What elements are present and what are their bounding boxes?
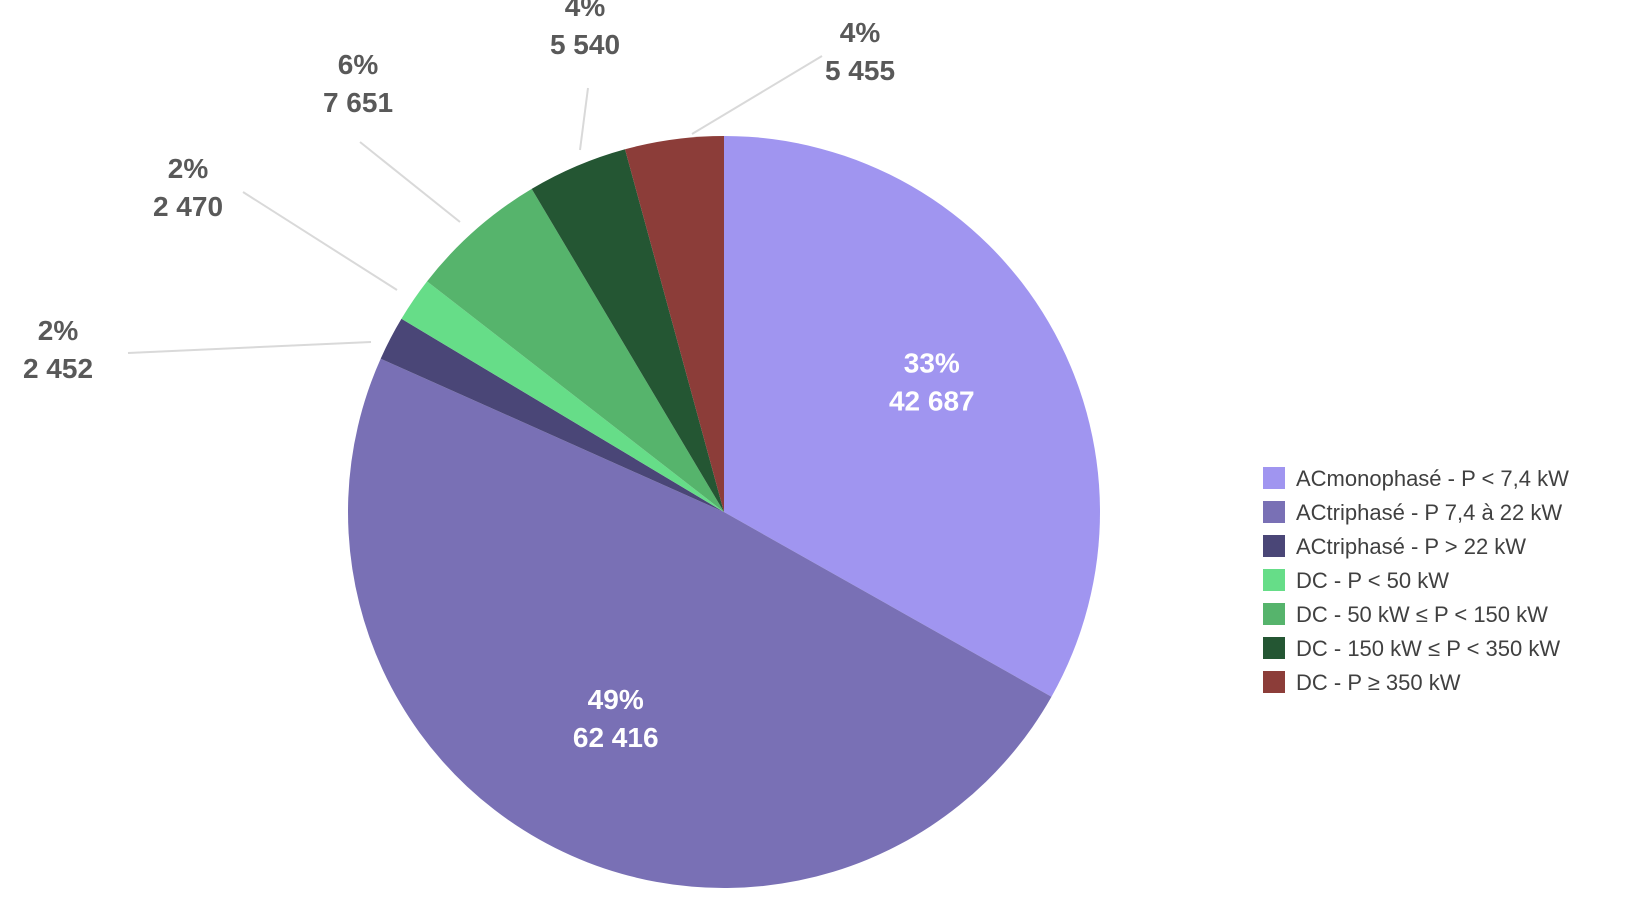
leader-line-dc-150-kw-p-350-kw: [579, 87, 589, 151]
legend-item-acmonophase-p-7-4-kw: ACmonophasé - P < 7,4 kW: [1263, 466, 1569, 491]
legend-swatch: [1263, 671, 1285, 693]
legend-label: DC - P < 50 kW: [1296, 568, 1449, 593]
value-label-actriphase-p-22-kw: 2 452: [23, 353, 93, 384]
legend-item-dc-p-50-kw: DC - P < 50 kW: [1263, 568, 1449, 593]
leader-line-dc-p-350-kw: [691, 55, 823, 135]
value-label-dc-p-50-kw: 2 470: [153, 191, 223, 222]
pie-slice-actriphase-p-7-4-a-22-kw: [348, 358, 1052, 888]
percent-label-acmonophase-p-7-4-kw: 33%: [904, 348, 960, 379]
leader-line-dc-50-kw-p-150-kw: [359, 141, 461, 223]
value-label-actriphase-p-7-4-a-22-kw: 62 416: [573, 722, 659, 753]
legend: ACmonophasé - P < 7,4 kW ACtriphasé - P 7…: [1263, 466, 1569, 695]
legend-item-dc-p-350-kw: DC - P ≥ 350 kW: [1263, 670, 1461, 695]
legend-swatch: [1263, 569, 1285, 591]
legend-item-actriphase-p-7-4-a-22-kw: ACtriphasé - P 7,4 à 22 kW: [1263, 500, 1562, 525]
value-label-acmonophase-p-7-4-kw: 42 687: [889, 386, 975, 417]
pie-slices: [348, 136, 1100, 888]
legend-item-actriphase-p-22-kw: ACtriphasé - P > 22 kW: [1263, 534, 1526, 559]
percent-label-actriphase-p-22-kw: 2%: [38, 315, 79, 346]
percent-label-dc-50-kw-p-150-kw: 6%: [338, 49, 379, 80]
pie-slice-dc-150-kw-p-350-kw: [531, 149, 724, 513]
value-label-dc-50-kw-p-150-kw: 7 651: [323, 87, 393, 118]
legend-swatch: [1263, 501, 1285, 523]
percent-label-dc-p-50-kw: 2%: [168, 153, 209, 184]
percent-label-dc-p-350-kw: 4%: [840, 17, 881, 48]
legend-label: DC - P ≥ 350 kW: [1296, 670, 1461, 695]
pie-slice-dc-p-50-kw: [401, 281, 724, 512]
legend-label: ACtriphasé - P 7,4 à 22 kW: [1296, 500, 1562, 525]
pie-slice-acmonophase-p-7-4-kw: [724, 136, 1100, 697]
legend-swatch: [1263, 535, 1285, 557]
data-labels: 33% 42 687 49% 62 416 2% 2 452 2% 2 470 6% 7 651 4…: [23, 0, 975, 753]
percent-label-dc-150-kw-p-350-kw: 4%: [565, 0, 606, 22]
value-label-dc-150-kw-p-350-kw: 5 540: [550, 29, 620, 60]
legend-item-dc-50-kw-p-150-kw: DC - 50 kW ≤ P < 150 kW: [1263, 602, 1548, 627]
legend-label: ACtriphasé - P > 22 kW: [1296, 534, 1526, 559]
legend-item-dc-150-kw-p-350-kw: DC - 150 kW ≤ P < 350 kW: [1263, 636, 1560, 661]
pie-slice-actriphase-p-22-kw: [380, 318, 724, 512]
legend-label: DC - 150 kW ≤ P < 350 kW: [1296, 636, 1560, 661]
leader-line-actriphase-p-22-kw: [127, 341, 372, 354]
legend-label: ACmonophasé - P < 7,4 kW: [1296, 466, 1569, 491]
legend-swatch: [1263, 603, 1285, 625]
leader-lines: [127, 55, 823, 354]
pie-slice-dc-50-kw-p-150-kw: [427, 188, 724, 512]
legend-label: DC - 50 kW ≤ P < 150 kW: [1296, 602, 1548, 627]
value-label-dc-p-350-kw: 5 455: [825, 55, 895, 86]
legend-swatch: [1263, 467, 1285, 489]
legend-swatch: [1263, 637, 1285, 659]
pie-slice-dc-p-350-kw: [625, 136, 724, 512]
leader-line-dc-p-50-kw: [242, 191, 398, 291]
percent-label-actriphase-p-7-4-a-22-kw: 49%: [588, 684, 644, 715]
